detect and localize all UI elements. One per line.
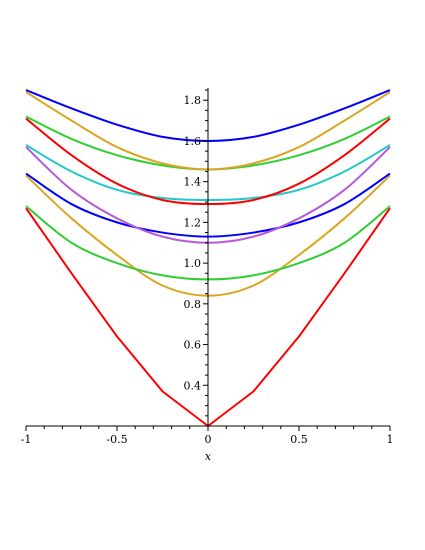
x-tick-label: -0.5 (106, 433, 127, 446)
y-tick-label: 0.4 (184, 379, 202, 392)
y-tick-label: 1.8 (184, 94, 202, 107)
y-tick-label: 1.0 (184, 257, 202, 270)
y-tick-label: 1.4 (184, 176, 202, 189)
ticks-layer: -1 -0.5 0 0.5 1 0.4 0.6 0.8 1.0 1.2 1.4 1.6 1.8 (21, 89, 394, 446)
y-tick-label: 0.8 (184, 298, 202, 311)
x-tick-label: -1 (21, 433, 32, 446)
y-tick-label: 1.2 (184, 216, 202, 229)
x-tick-label: 0.5 (290, 433, 308, 446)
x-tick-label: 1 (387, 433, 394, 446)
y-tick-label: 1.6 (184, 135, 202, 148)
x-tick-label: 0 (205, 433, 212, 446)
x-axis-label: x (205, 450, 212, 463)
y-tick-label: 0.6 (184, 339, 202, 352)
